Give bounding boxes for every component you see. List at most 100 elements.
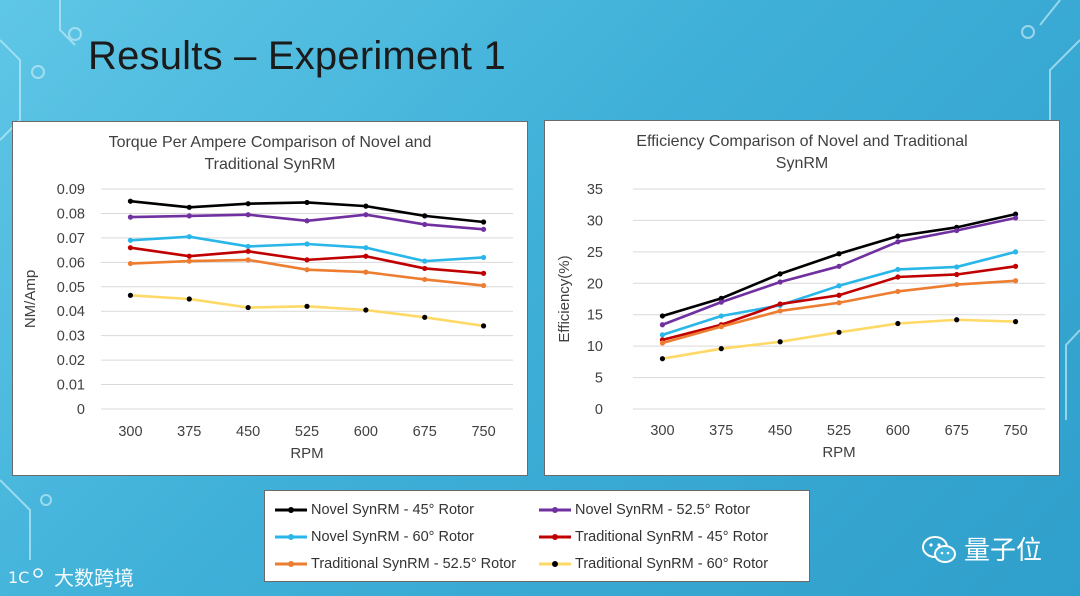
efficiency-x-tick-label: 600 [886,423,910,439]
efficiency-x-tick-label: 450 [768,423,792,439]
torque-y-tick-label: 0.03 [57,329,85,345]
efficiency-y-tick-label: 25 [587,245,603,261]
legend-swatch-trad-52-5 [275,561,307,567]
efficiency-x-tick-label: 525 [827,423,851,439]
torque-point-novel_60 [363,245,369,251]
torque-point-novel_60 [127,237,134,243]
watermark-right-text: 量子位 [964,535,1043,565]
torque-point-trad_52_5 [245,257,251,263]
watermark-left: 1C 大数跨境 [8,562,134,591]
efficiency-point-trad_45 [836,292,842,298]
torque-x-tick-label: 675 [413,424,437,440]
efficiency-x-tick-label: 675 [945,423,969,439]
torque-chart-title-line-1: Torque Per Ampere Comparison of Novel an… [108,134,432,151]
legend-item-trad-60: Traditional SynRM - 60° Rotor [537,553,768,575]
legend-item-novel-45: Novel SynRM - 45° Rotor [273,499,474,521]
logo-icon: 1C [8,568,43,587]
torque-x-tick-label: 300 [118,424,142,440]
torque-point-trad_45 [186,253,192,259]
efficiency-x-tick-label: 750 [1003,423,1027,439]
torque-point-trad_45 [127,245,134,251]
efficiency-point-trad_60 [659,356,666,362]
torque-point-novel_52_5 [186,213,192,219]
torque-point-trad_45 [480,270,487,276]
torque-y-tick-label: 0.02 [57,353,85,369]
torque-point-trad_52_5 [480,282,487,289]
efficiency-point-trad_45 [1012,263,1019,269]
torque-point-trad_45 [245,248,251,254]
efficiency-point-trad_60 [718,346,724,352]
torque-point-trad_52_5 [127,260,134,267]
efficiency-chart-plot: 0 5 10 15 20 25 30 35 300 375 450 525 600 675 750 RPM Ef… [556,182,1045,461]
torque-point-trad_45 [422,265,428,272]
efficiency-y-tick-label: 5 [595,371,603,387]
legend-swatch-trad-60 [539,561,571,567]
torque-point-novel_45 [480,219,487,225]
torque-chart-plot: 0 0.01 0.02 0.03 0.04 0.05 0.06 0.07 0.08 0.09 300… [22,182,513,462]
efficiency-point-trad_60 [895,320,901,327]
torque-point-trad_52_5 [363,269,369,275]
efficiency-y-tick-label: 30 [587,213,603,229]
efficiency-chart-title-line-2: SynRM [775,155,829,172]
efficiency-point-novel_45 [836,251,842,257]
efficiency-y-tick-label: 35 [587,182,603,198]
efficiency-point-novel_45 [777,271,783,277]
torque-point-novel_52_5 [480,226,487,232]
efficiency-point-novel_52_5 [718,299,724,305]
efficiency-y-tick-label: 0 [595,402,603,418]
efficiency-point-novel_45 [1012,211,1019,217]
efficiency-chart-title-line-1: Efficiency Comparison of Novel and Tradi… [636,133,968,150]
torque-y-tick-label: 0.07 [57,231,85,247]
efficiency-point-trad_52_5 [1012,278,1019,284]
torque-x-tick-label: 750 [471,424,495,440]
torque-point-novel_45 [304,199,310,206]
torque-chart-title-line-2: Traditional SynRM [204,156,336,173]
efficiency-point-trad_52_5 [836,300,842,306]
efficiency-chart-panel: Efficiency Comparison of Novel and Tradi… [544,120,1060,476]
torque-chart-panel: Torque Per Ampere Comparison of Novel an… [12,121,528,476]
legend-item-trad-45: Traditional SynRM - 45° Rotor [537,526,768,548]
legend-swatch-novel-45 [275,507,307,513]
efficiency-point-novel_60 [1012,249,1019,255]
watermark-right: 量子位 [920,530,1042,567]
torque-point-novel_60 [422,258,428,264]
torque-y-tick-label: 0.01 [57,378,85,394]
efficiency-point-novel_52_5 [895,239,901,245]
legend-item-novel-60: Novel SynRM - 60° Rotor [273,526,474,548]
torque-x-tick-label: 525 [295,424,319,440]
efficiency-point-trad_45 [777,301,783,307]
torque-y-tick-label: 0.04 [57,304,85,320]
efficiency-point-trad_45 [954,271,960,278]
efficiency-point-novel_60 [836,283,842,289]
torque-y-tick-label: 0.06 [57,255,85,271]
torque-point-trad_60 [186,296,192,302]
efficiency-point-trad_45 [895,274,901,280]
torque-point-trad_52_5 [422,276,428,283]
legend-label-novel-45: Novel SynRM - 45° Rotor [311,502,474,518]
watermark-left-text: 大数跨境 [54,568,134,590]
torque-x-tick-label: 450 [236,424,260,440]
torque-x-tick-label: 600 [354,424,378,440]
efficiency-point-novel_52_5 [954,227,960,234]
torque-series-line-trad_52_5 [130,258,484,287]
efficiency-point-trad_52_5 [954,281,960,288]
efficiency-point-trad_60 [954,317,960,323]
efficiency-point-trad_52_5 [659,340,666,346]
efficiency-point-novel_52_5 [659,322,666,328]
torque-point-novel_60 [480,254,487,261]
efficiency-point-novel_60 [895,266,901,273]
efficiency-point-trad_60 [777,339,783,345]
efficiency-x-axis-title: RPM [822,444,855,461]
torque-point-trad_52_5 [304,267,310,273]
torque-x-tick-label: 375 [177,424,201,440]
torque-point-trad_60 [363,307,369,313]
torque-x-axis-title: RPM [290,445,323,462]
legend-label-trad-52-5: Traditional SynRM - 52.5° Rotor [311,556,517,572]
efficiency-x-tick-label: 300 [650,423,674,439]
legend-label-trad-60: Traditional SynRM - 60° Rotor [575,556,769,572]
efficiency-y-tick-label: 10 [587,339,603,355]
torque-point-trad_45 [363,253,369,259]
efficiency-chart-title: Efficiency Comparison of Novel and Tradi… [545,131,1059,175]
legend-item-novel-52-5: Novel SynRM - 52.5° Rotor [537,499,750,521]
efficiency-point-trad_52_5 [895,288,901,295]
